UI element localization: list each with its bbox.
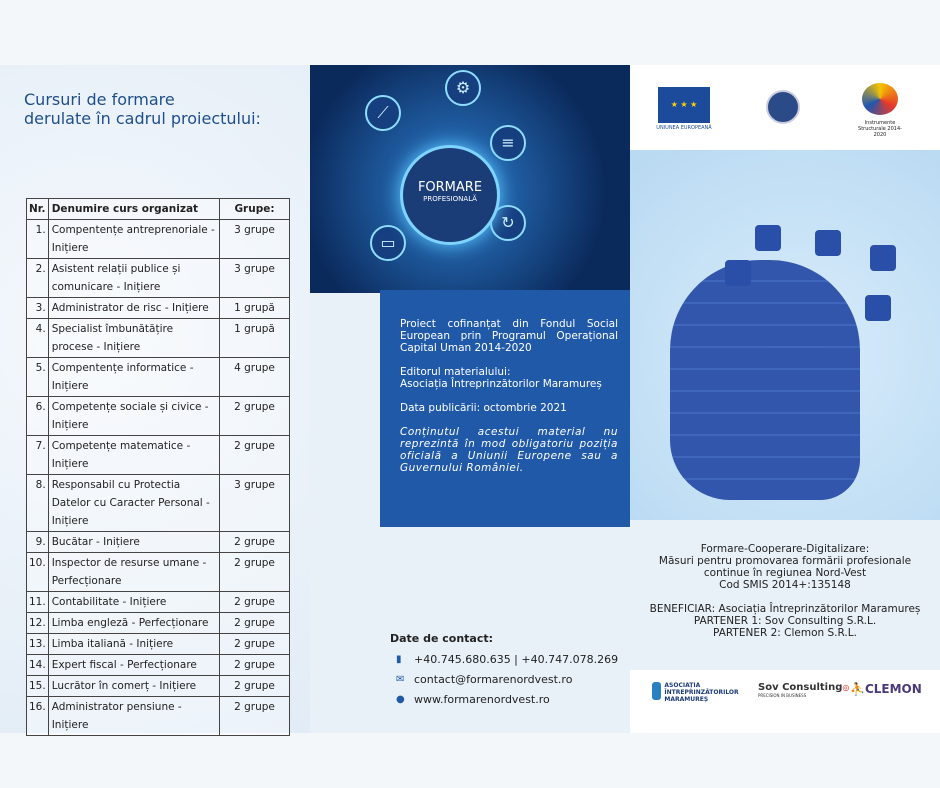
group-count: 3 grupe (219, 258, 290, 298)
screens-icon: ▭ (370, 225, 406, 261)
group-count: 2 grupe (219, 696, 290, 736)
table-row: 6. Competențe sociale și civice - Inițier… (26, 396, 290, 436)
email-link[interactable]: contact@formarenordvest.ro (414, 673, 573, 686)
group-count: 2 grupe (219, 675, 290, 697)
course-name: Competențe sociale și civice - Inițiere (47, 396, 221, 436)
course-name: Limba engleză - Perfecționare (47, 612, 221, 634)
contact-section: Date de contact: ▮ +40.745.680.635 | +40.… (390, 632, 619, 706)
row-number: 3. (26, 297, 49, 319)
clemon-logo: ⛹CLEMON (850, 682, 922, 696)
group-count: 4 grupe (219, 357, 290, 397)
row-number: 15. (26, 675, 49, 697)
database-icon: ≡ (490, 125, 526, 161)
aim-logo: ASOCIAȚIA ÎNTREPRINZĂTORILOR MARAMUREȘ (652, 682, 747, 703)
row-number: 4. (26, 318, 49, 358)
table-row: 8. Responsabil cu Protectia Datelor cu Ca… (26, 474, 290, 532)
course-name: Competențe matematice - Inițiere (47, 435, 221, 475)
phone-icon: ▮ (396, 654, 402, 665)
course-name: Expert fiscal - Perfecționare (47, 654, 221, 676)
table-row: 5. Compentențe informatice - Inițiere 4 gr… (26, 357, 290, 397)
table-row: 2. Asistent relații publice și comunicare… (26, 258, 290, 298)
table-row: 16. Administrator pensiune - Inițiere 2 gr… (26, 696, 290, 736)
course-name: Administrator pensiune - Inițiere (47, 696, 221, 736)
row-number: 7. (26, 435, 49, 475)
table-row: 1. Compentențe antreprenoriale - Inițiere… (26, 219, 290, 259)
table-row: 9. Bucătar - Inițiere 2 grupe (26, 531, 290, 553)
table-row: 14. Expert fiscal - Perfecționare 2 grupe (26, 654, 290, 676)
row-number: 12. (26, 612, 49, 634)
row-number: 1. (26, 219, 49, 259)
sov-logo: Sov Consulting◎ PRECISION IN BUSINESS (758, 682, 850, 698)
group-count: 2 grupe (219, 591, 290, 613)
structural-instruments-logo (862, 83, 898, 115)
web-link[interactable]: www.formarenordvest.ro (414, 693, 550, 706)
table-row: 15. Lucrător în comerț - Inițiere 2 grupe (26, 675, 290, 697)
row-number: 11. (26, 591, 49, 613)
course-name: Inspector de resurse umane - Perfecționa… (47, 552, 221, 592)
course-name: Contabilitate - Inițiere (47, 591, 221, 613)
puzzle-head-image (630, 150, 940, 520)
row-number: 9. (26, 531, 49, 553)
group-count: 2 grupe (219, 396, 290, 436)
group-count: 2 grupe (219, 612, 290, 634)
phone-text[interactable]: +40.745.680.635 | +40.747.078.269 (414, 653, 619, 666)
row-number: 10. (26, 552, 49, 592)
hero-image: ⟋ ⚙ ≡ ▭ ↻ FORMARE PROFESIONALĂ (310, 65, 630, 293)
course-name: Limba italiană - Inițiere (47, 633, 221, 655)
course-name: Administrator de risc - Inițiere (47, 297, 221, 319)
eu-flag-logo: ★ ★ ★ (658, 87, 710, 123)
table-row: 7. Competențe matematice - Inițiere 2 grup… (26, 435, 290, 475)
group-count: 3 grupe (219, 219, 290, 259)
gears-icon: ⚙ (445, 70, 481, 106)
course-name: Compentențe informatice - Inițiere (47, 357, 221, 397)
group-count: 3 grupe (219, 474, 290, 532)
table-row: 4. Specialist îmbunătățire procese - Iniț… (26, 318, 290, 358)
course-name: Asistent relații publice și comunicare -… (47, 258, 221, 298)
row-number: 14. (26, 654, 49, 676)
table-row: 13. Limba italiană - Inițiere 2 grupe (26, 633, 290, 655)
funding-logos: ★ ★ ★ UNIUNEA EUROPEANĂ Instrumente Stru… (630, 65, 940, 150)
course-name: Compentențe antreprenoriale - Inițiere (47, 219, 221, 259)
info-box: Proiect cofinanțat din Fondul Social Eur… (380, 290, 630, 527)
group-count: 1 grupă (219, 318, 290, 358)
group-count: 1 grupă (219, 297, 290, 319)
table-row: 11. Contabilitate - Inițiere 2 grupe (26, 591, 290, 613)
table-row: 12. Limba engleză - Perfecționare 2 grupe (26, 612, 290, 634)
course-name: Bucătar - Inițiere (47, 531, 221, 553)
table-header: Nr. Denumire curs organizat Grupe: (26, 198, 290, 220)
table-row: 10. Inspector de resurse umane - Perfecți… (26, 552, 290, 592)
row-number: 5. (26, 357, 49, 397)
group-count: 2 grupe (219, 552, 290, 592)
course-name: Lucrător în comerț - Inițiere (47, 675, 221, 697)
course-name: Specialist îmbunătățire procese - Iniție… (47, 318, 221, 358)
network-icon: ⟋ (365, 95, 401, 131)
row-number: 6. (26, 396, 49, 436)
group-count: 2 grupe (219, 633, 290, 655)
courses-table: Nr. Denumire curs organizat Grupe: 1. Compe… (26, 198, 290, 736)
page-title: Cursuri de formare derulate în cadrul pro… (24, 90, 261, 128)
government-logo (766, 90, 800, 124)
group-count: 2 grupe (219, 531, 290, 553)
globe-icon: ● (396, 694, 405, 705)
row-number: 13. (26, 633, 49, 655)
partner-logos: ASOCIAȚIA ÎNTREPRINZĂTORILOR MARAMUREȘ S… (630, 670, 940, 733)
hero-badge: FORMARE PROFESIONALĂ (400, 145, 500, 245)
row-number: 2. (26, 258, 49, 298)
table-row: 3. Administrator de risc - Inițiere 1 grup… (26, 297, 290, 319)
project-description: Formare-Cooperare-Digitalizare: Măsuri p… (649, 543, 921, 639)
group-count: 2 grupe (219, 435, 290, 475)
email-icon: ✉ (396, 674, 405, 685)
row-number: 8. (26, 474, 49, 532)
group-count: 2 grupe (219, 654, 290, 676)
course-name: Responsabil cu Protectia Datelor cu Cara… (47, 474, 221, 532)
row-number: 16. (26, 696, 49, 736)
